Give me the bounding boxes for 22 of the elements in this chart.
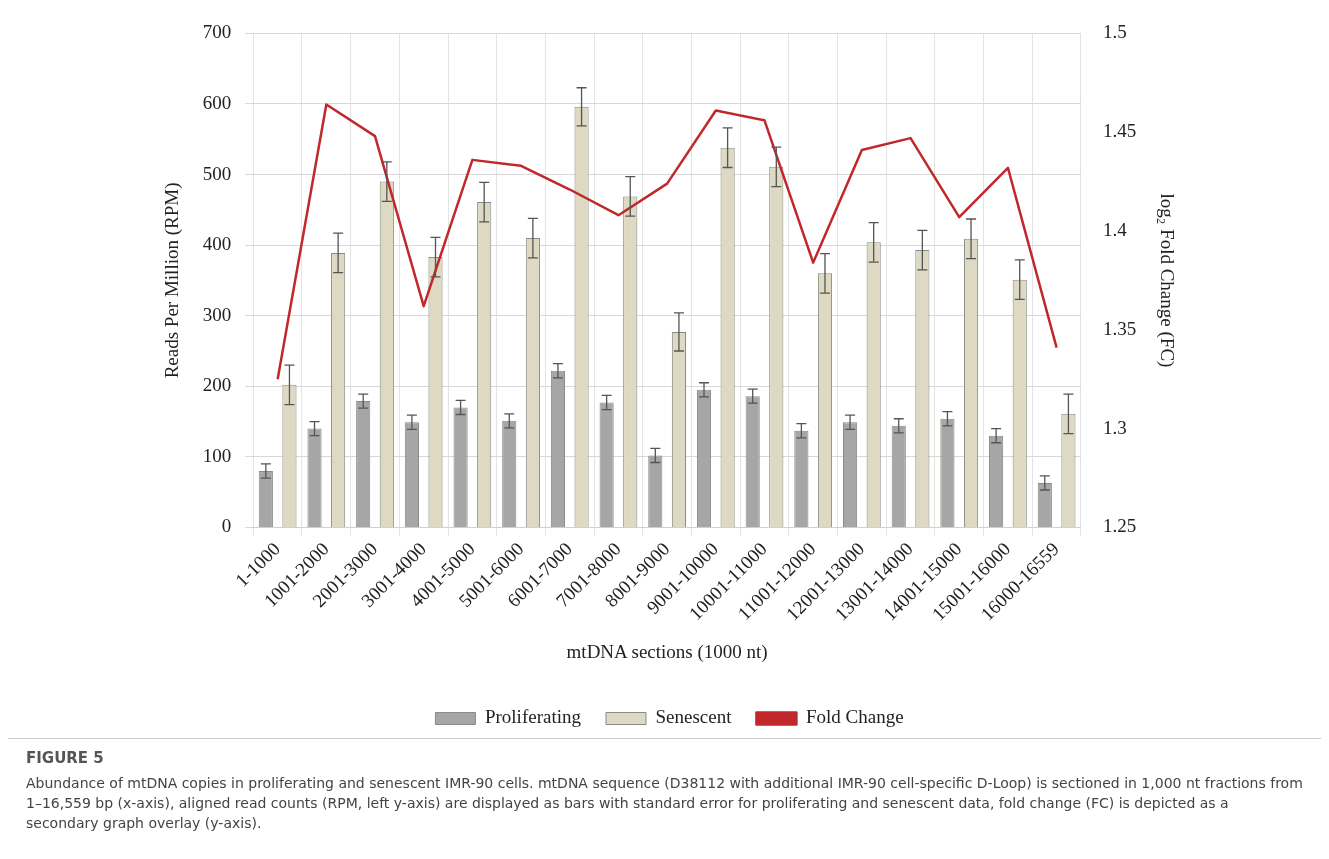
y-tick-label: 400: [202, 233, 232, 255]
y-tick-label: 100: [202, 444, 232, 466]
y-tick-label: 200: [202, 374, 232, 396]
x-axis-title: mtDNA sections (1000 nt): [566, 640, 768, 663]
y-tick-label: 500: [202, 162, 232, 184]
text: FIGURE 5: [26, 749, 105, 767]
y-tick-label: 300: [202, 303, 232, 325]
y-tick-label: 0: [221, 515, 232, 537]
y2-tick-label: 1.25: [1102, 515, 1137, 537]
y-tick-label: 600: [202, 91, 232, 113]
y2-tick-label: 1.4: [1102, 219, 1128, 240]
legend-label: Fold Change: [805, 706, 904, 728]
text: Abundance of mtDNA copies in proliferating and senescent IMR-90 cells. mtDNA sequence (D38112 with additional IMR-90 cell-specific D-Loop) is sectioned in 1,000 nt fractions from 1–16,559 bp (x-axis), aligned read counts (RPM, left y-axis) are displayed as bars with standard error for proliferating and senescent data, fold change (FC) is depicted as a secondary graph overlay (y-axis).: [26, 774, 1303, 833]
y2-tick-label: 1.3: [1102, 416, 1127, 438]
legend-label: Senescent: [655, 706, 733, 728]
y-tick-label: 700: [202, 21, 232, 43]
y2-tick-label: 1.35: [1102, 317, 1137, 339]
y-axis-title: Reads Per Million (RPM): [161, 182, 184, 379]
legend-label: Proliferating: [484, 706, 582, 728]
y2-tick-label: 1.45: [1102, 120, 1137, 142]
y2-axis-title: log₂ Fold Change (FC): [1155, 193, 1178, 368]
y2-tick-label: 1.5: [1102, 21, 1127, 43]
